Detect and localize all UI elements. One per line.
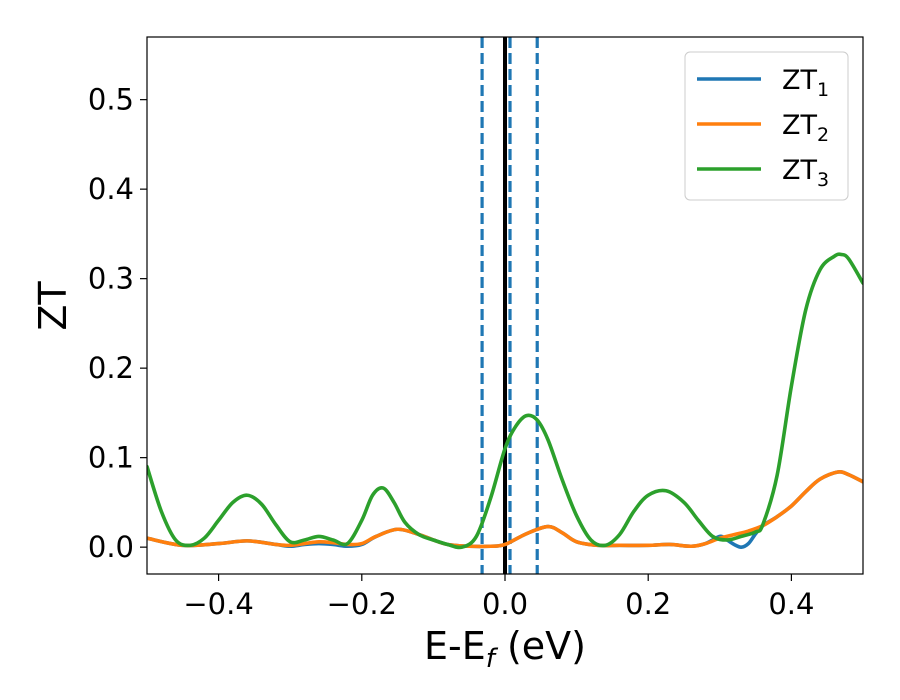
- y-tick-label: 0.0: [88, 530, 134, 564]
- legend-label-subscript: 2: [817, 124, 829, 146]
- y-tick-label: 0.2: [88, 351, 134, 385]
- series-line-zt3: [147, 252, 863, 550]
- legend-label-zt2: ZT2: [782, 110, 829, 146]
- x-tick-label: −0.4: [183, 587, 253, 621]
- series-lines: [147, 252, 863, 550]
- x-tick-label: 0.4: [768, 587, 814, 621]
- x-axis-title-main: E-E: [424, 624, 486, 668]
- x-axis-title-suffix: (eV): [495, 624, 586, 668]
- x-tick-label: 0.2: [625, 587, 671, 621]
- y-tick-label: 0.4: [88, 172, 134, 206]
- x-tick-label: 0.0: [482, 587, 528, 621]
- legend-label-main: ZT: [782, 155, 817, 186]
- y-tick-label: 0.1: [88, 441, 134, 475]
- legend-label-zt3: ZT3: [782, 155, 829, 191]
- y-tick-label: 0.3: [88, 262, 134, 296]
- y-axis: 0.0 0.1 0.2 0.3 0.4 0.5: [88, 83, 147, 564]
- reference-lines: [480, 37, 539, 574]
- legend-label-main: ZT: [782, 110, 817, 141]
- x-tick-label: −0.2: [327, 587, 397, 621]
- x-axis-title: E-Ef (eV): [424, 624, 586, 674]
- legend-label-subscript: 1: [817, 79, 829, 101]
- legend-label-zt1: ZT1: [782, 65, 829, 101]
- legend-label-subscript: 3: [817, 169, 829, 191]
- series-line-zt2: [147, 470, 863, 549]
- y-tick-label: 0.5: [88, 83, 134, 117]
- x-axis: −0.4 −0.2 0.0 0.2 0.4: [183, 574, 814, 621]
- y-axis-title: ZT: [31, 281, 75, 331]
- legend-label-main: ZT: [782, 65, 817, 96]
- legend-box: [684, 51, 849, 201]
